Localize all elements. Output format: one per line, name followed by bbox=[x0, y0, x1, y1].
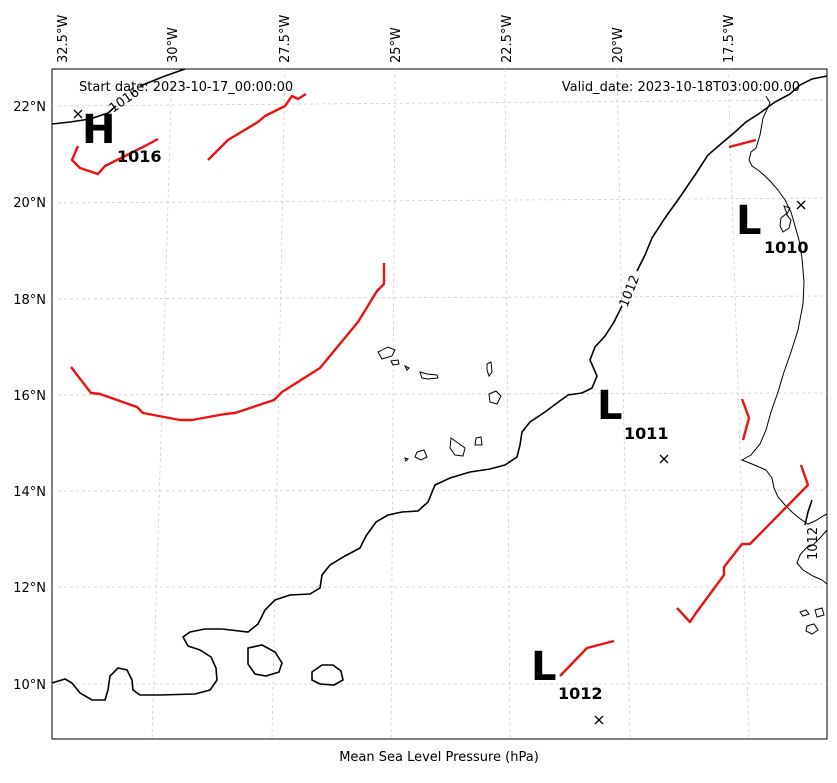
lon-label: 22.5°W bbox=[500, 15, 515, 63]
trough-line bbox=[676, 464, 810, 624]
contour-label: 1012 bbox=[806, 527, 821, 560]
island bbox=[779, 213, 792, 233]
island bbox=[486, 361, 493, 378]
island bbox=[414, 449, 428, 461]
longitude-labels: 32.5°W 30°W 27.5°W 25°W 22.5°W 20°W 17.5… bbox=[56, 15, 737, 63]
troughs bbox=[70, 92, 810, 677]
pressure-center-low: L 1012 bbox=[531, 644, 603, 703]
isobar-1012-main bbox=[636, 75, 828, 272]
pressure-center-low: L 1011 bbox=[597, 383, 669, 443]
lon-label: 25°W bbox=[389, 27, 404, 63]
trough-line bbox=[728, 138, 757, 149]
cross-marker bbox=[796, 200, 806, 210]
island bbox=[449, 437, 466, 457]
latitude-labels: 22°N 20°N 18°N 16°N 14°N 12°N 10°N bbox=[13, 100, 46, 693]
lat-label: 18°N bbox=[13, 293, 46, 308]
lat-label: 22°N bbox=[13, 100, 46, 115]
cross-marker bbox=[659, 454, 669, 464]
pressure-center-letter: H bbox=[82, 107, 115, 153]
lon-label: 20°W bbox=[611, 27, 626, 63]
island bbox=[404, 457, 409, 462]
graticule bbox=[51, 68, 828, 740]
pressure-center-letter: L bbox=[531, 644, 557, 690]
island bbox=[474, 436, 483, 446]
pressure-center-value: 1016 bbox=[117, 147, 162, 166]
valid-date-label: Valid_date: 2023-10-18T03:00:00.00 bbox=[562, 80, 800, 95]
trough-line bbox=[70, 263, 386, 422]
lon-label: 30°W bbox=[166, 27, 181, 63]
lat-label: 12°N bbox=[13, 581, 46, 596]
pressure-center-value: 1011 bbox=[624, 424, 669, 443]
island bbox=[814, 607, 825, 618]
island bbox=[799, 609, 810, 617]
isobar-1016 bbox=[139, 68, 186, 87]
africa-coast bbox=[740, 95, 828, 525]
cross-marker bbox=[73, 109, 83, 119]
isobar-1012-inner bbox=[247, 644, 283, 677]
trough-line bbox=[207, 92, 307, 161]
pressure-center-value: 1010 bbox=[764, 238, 809, 257]
pressure-center-letter: L bbox=[597, 383, 623, 429]
trough-line bbox=[70, 137, 159, 176]
africa-coast-south bbox=[796, 529, 828, 585]
trough-line bbox=[559, 639, 615, 677]
island bbox=[488, 390, 502, 405]
pressure-center-value: 1012 bbox=[558, 684, 603, 703]
center-markers bbox=[73, 109, 806, 725]
lat-label: 14°N bbox=[13, 485, 46, 500]
lon-label: 32.5°W bbox=[56, 15, 71, 63]
island bbox=[403, 364, 410, 371]
isobars bbox=[51, 68, 828, 701]
map-frame bbox=[51, 68, 828, 740]
pressure-center-low: L 1010 bbox=[736, 198, 809, 257]
island bbox=[419, 371, 439, 380]
pressure-center-high: H 1016 bbox=[82, 107, 162, 166]
island bbox=[377, 346, 396, 360]
lat-label: 10°N bbox=[13, 678, 46, 693]
lon-label: 27.5°W bbox=[278, 15, 293, 63]
cross-marker bbox=[594, 715, 604, 725]
isobar-1012-main bbox=[51, 305, 623, 701]
isobar-1016 bbox=[51, 105, 117, 125]
trough-line bbox=[740, 398, 751, 441]
island bbox=[805, 623, 819, 635]
lon-label: 17.5°W bbox=[722, 15, 737, 63]
isobar-1012-right bbox=[804, 499, 813, 526]
island bbox=[390, 359, 400, 366]
island bbox=[783, 205, 791, 216]
lat-label: 20°N bbox=[13, 196, 46, 211]
start-date-label: Start date: 2023-10-17_00:00:00 bbox=[79, 80, 293, 95]
lat-label: 16°N bbox=[13, 389, 46, 404]
map-caption: Mean Sea Level Pressure (hPa) bbox=[339, 750, 539, 765]
isobar-1012-inner bbox=[311, 664, 344, 686]
pressure-center-letter: L bbox=[736, 198, 762, 244]
coastline bbox=[377, 95, 828, 635]
